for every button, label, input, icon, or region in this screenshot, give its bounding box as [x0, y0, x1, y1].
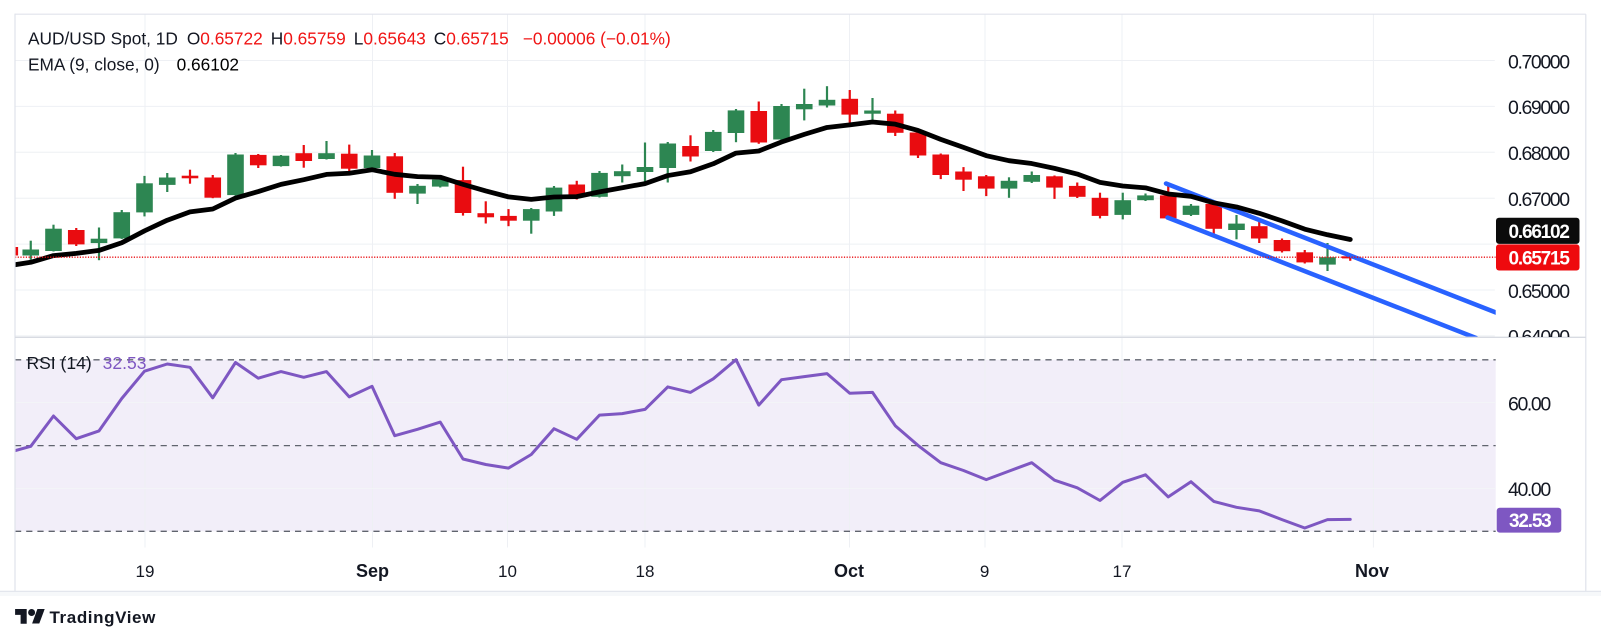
- svg-text:0.64000: 0.64000: [1508, 327, 1570, 349]
- svg-text:0.66102: 0.66102: [1509, 222, 1570, 243]
- svg-text:0.70000: 0.70000: [1508, 51, 1570, 73]
- svg-text:17: 17: [1113, 562, 1132, 581]
- svg-text:40.00: 40.00: [1508, 479, 1551, 501]
- svg-text:10: 10: [498, 562, 517, 581]
- svg-text:18: 18: [636, 562, 655, 581]
- svg-text:19: 19: [136, 562, 155, 581]
- svg-text:0.68000: 0.68000: [1508, 143, 1570, 165]
- svg-text:32.53: 32.53: [1509, 511, 1551, 532]
- svg-text:0.65715: 0.65715: [1509, 248, 1571, 269]
- svg-text:Sep: Sep: [356, 561, 389, 581]
- svg-text:RSI (14)32.53: RSI (14) 32.53: [27, 353, 147, 373]
- svg-text:60.00: 60.00: [1508, 393, 1551, 415]
- svg-text:9: 9: [980, 562, 989, 581]
- svg-text:EMA (9, close, 0)0.66102: EMA (9, close, 0) 0.66102: [28, 54, 239, 74]
- svg-text:TradingView: TradingView: [50, 608, 157, 627]
- svg-text:0.69000: 0.69000: [1508, 97, 1570, 119]
- svg-text:Oct: Oct: [834, 561, 864, 581]
- svg-text:0.67000: 0.67000: [1508, 189, 1570, 211]
- svg-text:0.65000: 0.65000: [1508, 281, 1570, 303]
- svg-text:Nov: Nov: [1355, 561, 1389, 581]
